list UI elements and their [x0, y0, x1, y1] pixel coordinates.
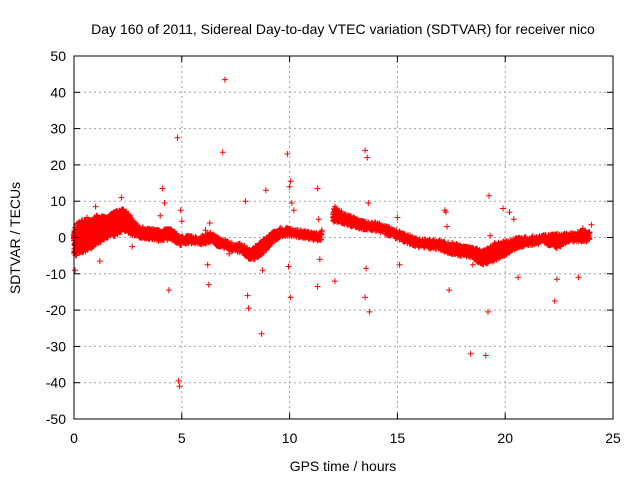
y-axis-label: SDTVAR / TECUs	[7, 182, 23, 294]
outlier-point	[259, 267, 266, 274]
outlier-point	[284, 151, 291, 157]
outlier-point	[221, 76, 228, 83]
data-point	[318, 227, 325, 234]
outlier-point	[506, 209, 513, 216]
outlier-point	[316, 256, 323, 263]
outlier-point	[96, 258, 103, 265]
x-tick-label: 10	[282, 430, 298, 446]
outlier-point	[396, 261, 403, 268]
outlier-point	[551, 298, 558, 304]
outlier-point	[314, 185, 321, 192]
outlier-point	[286, 183, 293, 190]
outlier-point	[500, 205, 506, 212]
outlier-point	[176, 383, 183, 390]
y-axis-ticks: -50 -40 -30 -20 -10 0 10 20 30 40 50	[46, 48, 613, 427]
outlier-point	[575, 274, 582, 281]
outlier-point	[486, 192, 492, 199]
outlier-point	[363, 265, 370, 272]
y-tick-label: 40	[50, 84, 66, 100]
y-tick-label: -50	[46, 411, 66, 427]
outlier-point	[157, 212, 164, 219]
outlier-point	[204, 261, 211, 268]
outlier-point	[262, 187, 269, 194]
data-point	[318, 236, 325, 243]
outlier-point	[178, 218, 185, 225]
outlier-point	[482, 352, 489, 359]
x-axis-label: GPS time / hours	[290, 458, 397, 474]
outlier-point	[365, 200, 372, 206]
chart-title: Day 160 of 2011, Sidereal Day-to-day VTE…	[91, 21, 595, 37]
outlier-point	[362, 294, 369, 301]
x-tick-label: 15	[390, 430, 406, 446]
outlier-point	[174, 134, 181, 141]
data-points	[70, 76, 595, 390]
outlier-point	[242, 198, 249, 205]
outlier-point	[161, 200, 168, 206]
outlier-point	[515, 274, 522, 281]
outlier-point	[92, 203, 99, 210]
outlier-point	[588, 221, 595, 228]
x-tick-label: 0	[70, 430, 78, 446]
y-tick-label: -10	[46, 266, 66, 282]
outlier-point	[287, 294, 294, 301]
outlier-point	[366, 308, 373, 315]
outlier-point	[442, 209, 449, 216]
data-point	[84, 247, 91, 253]
outlier-point	[175, 377, 182, 384]
outlier-point	[219, 149, 226, 156]
outlier-point	[331, 278, 338, 285]
outlier-point	[287, 178, 294, 185]
outlier-point	[159, 185, 166, 192]
outlier-point	[258, 330, 265, 337]
outlier-point	[487, 232, 494, 239]
y-tick-label: 10	[50, 193, 66, 209]
outlier-point	[202, 227, 209, 234]
outlier-point	[288, 200, 295, 206]
outlier-point	[315, 216, 322, 223]
y-tick-label: 0	[58, 230, 66, 246]
x-tick-label: 5	[178, 430, 186, 446]
x-tick-label: 20	[497, 430, 513, 446]
outlier-point	[226, 250, 233, 257]
outlier-point	[394, 214, 401, 221]
outlier-point	[206, 220, 213, 226]
outlier-point	[362, 147, 369, 154]
x-tick-label: 25	[605, 430, 621, 446]
outlier-point	[510, 216, 517, 223]
y-tick-label: 30	[50, 121, 66, 137]
x-axis-ticks: 0 5 10 15 20 25	[70, 56, 621, 446]
outlier-point	[469, 261, 476, 268]
y-tick-label: -30	[46, 338, 66, 354]
outlier-point	[314, 283, 321, 290]
outlier-point	[205, 281, 212, 288]
outlier-point	[290, 207, 297, 214]
outlier-point	[83, 214, 90, 221]
outlier-point	[467, 350, 474, 357]
outlier-point	[129, 243, 136, 250]
outlier-point	[553, 276, 560, 283]
outlier-point	[177, 207, 184, 214]
y-tick-label: -40	[46, 375, 66, 391]
outlier-point	[485, 308, 491, 315]
outlier-point	[72, 267, 79, 274]
outlier-point	[165, 287, 172, 294]
outlier-point	[364, 154, 371, 161]
outlier-point	[285, 263, 292, 270]
y-tick-label: 50	[50, 48, 66, 64]
outlier-point	[444, 223, 450, 230]
outlier-point	[579, 225, 586, 232]
outlier-point	[244, 292, 251, 299]
data-point	[228, 239, 235, 246]
data-point	[586, 230, 593, 237]
data-point	[338, 208, 345, 215]
data-point	[585, 236, 592, 243]
data-point	[586, 235, 593, 242]
outlier-point	[446, 287, 453, 294]
y-tick-label: -20	[46, 302, 66, 318]
y-tick-label: 20	[50, 157, 66, 173]
outlier-point	[118, 194, 125, 201]
outlier-point	[245, 305, 252, 312]
